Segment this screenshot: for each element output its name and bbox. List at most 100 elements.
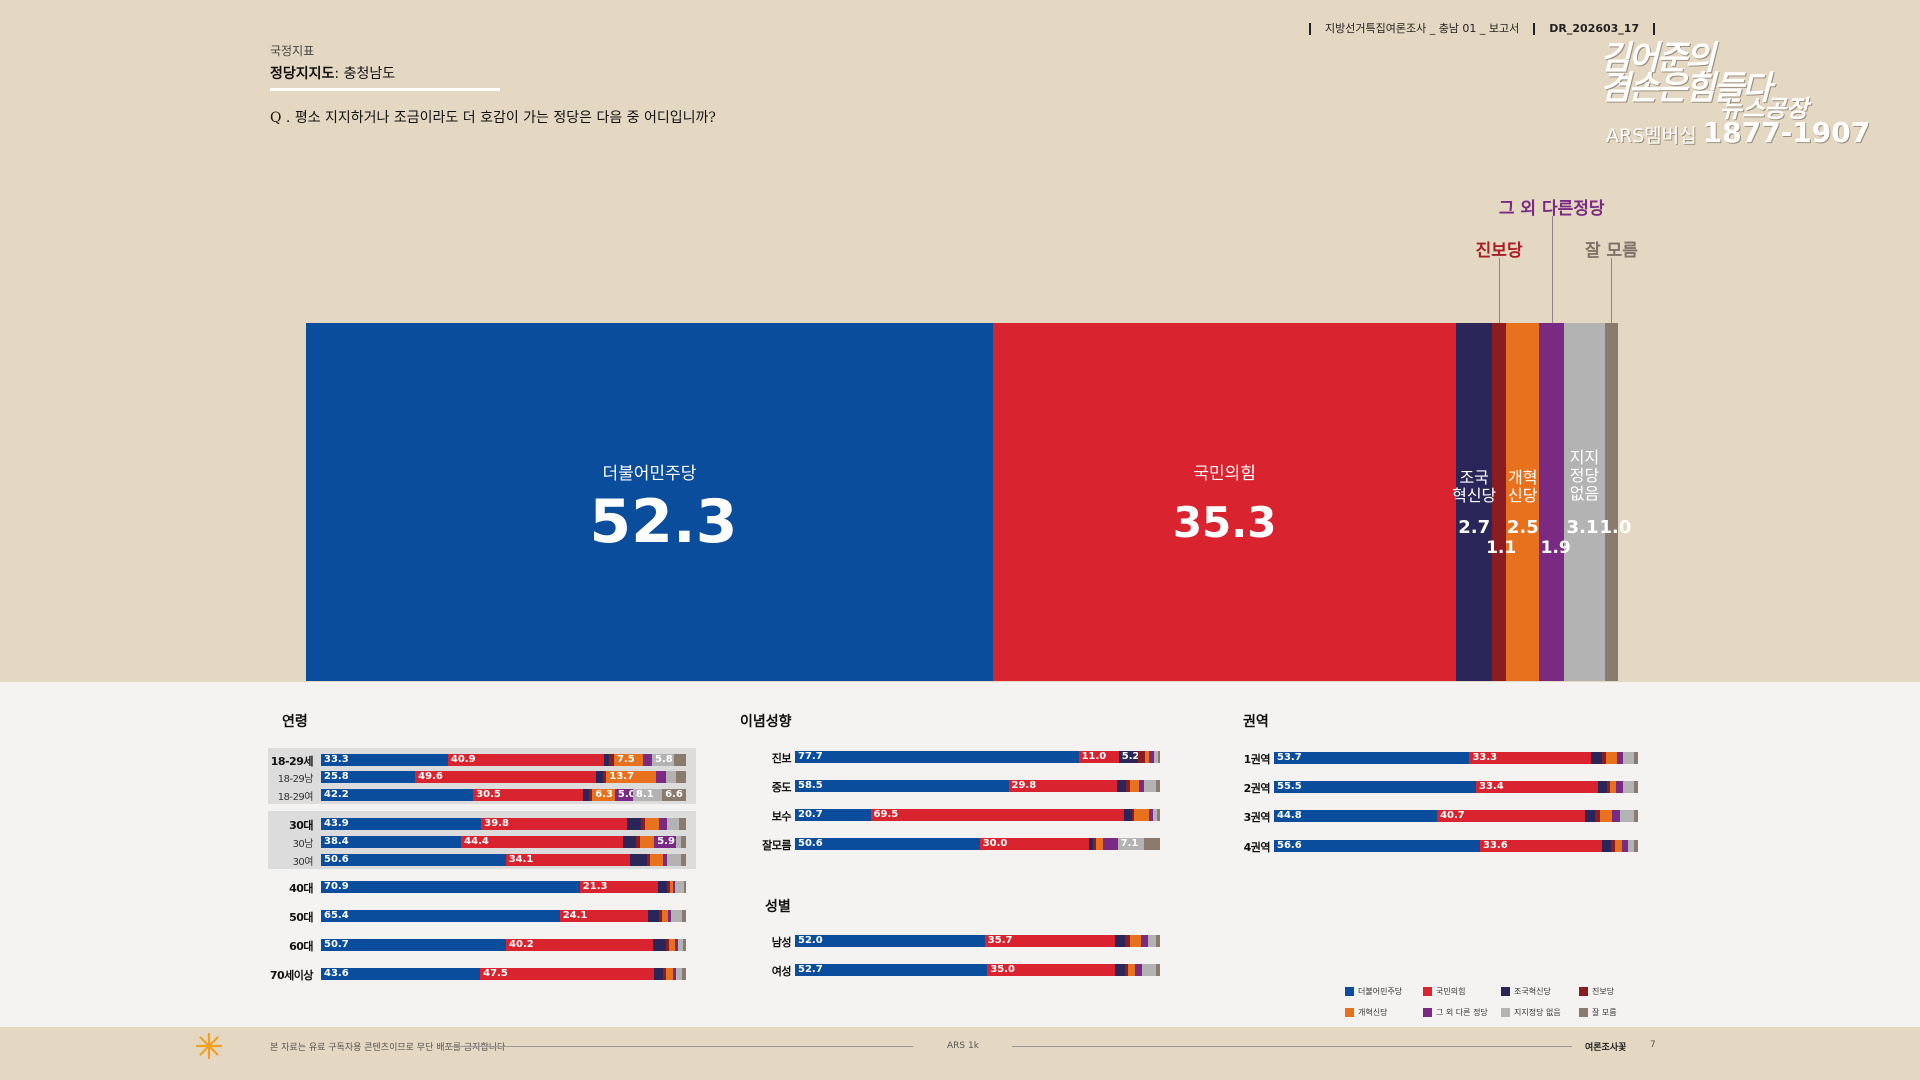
row-segment-none [1628, 840, 1635, 852]
legend-item-ppp: 국민의힘 [1423, 986, 1465, 997]
row-segment-ppp: 49.6 [415, 771, 597, 783]
row-bar-region-3: 56.6 33.6 [1274, 840, 1638, 852]
row-segment-ppp: 33.3 [1469, 752, 1591, 764]
row-label-age-0: 18-29세 [270, 755, 314, 768]
main-bar-segment-gaehyuk [1506, 323, 1540, 681]
legend-item-jokuk: 조국혁신당 [1501, 986, 1551, 997]
row-bar-age-3: 43.9 39.8 [321, 818, 686, 830]
row-value-none: 5.8 [655, 754, 673, 765]
row-segment-jokuk [603, 754, 610, 766]
callout-line-other [1551, 216, 1553, 323]
row-value-ppp: 33.6 [1483, 840, 1508, 851]
row-segment-dem: 65.4 [321, 910, 560, 922]
row-value-ppp: 49.6 [418, 771, 443, 782]
row-segment-dem: 50.6 [321, 854, 506, 866]
row-bar-age-4: 38.4 44.4 5.9 [321, 836, 686, 848]
row-value-dem: 50.7 [324, 939, 349, 950]
row-segment-gaehyuk [669, 939, 675, 951]
row-segment-other [1103, 838, 1118, 850]
row-segment-gaehyuk [1615, 840, 1622, 852]
row-segment-gaehyuk [644, 818, 660, 830]
row-segment-dunno [684, 881, 686, 893]
row-segment-ppp: 30.0 [979, 838, 1090, 850]
legend-item-gaehyuk: 개혁신당 [1345, 1007, 1387, 1018]
row-value-ppp: 30.0 [982, 838, 1008, 849]
row-value-none: 7.1 [1120, 838, 1139, 849]
meta-code: DR_202603_17 [1549, 22, 1640, 35]
row-value-other: 5.9 [657, 836, 675, 847]
row-segment-gaehyuk [670, 881, 674, 893]
row-segment-gaehyuk: 13.7 [606, 771, 657, 783]
row-bar-age-1: 25.8 49.6 13.7 [321, 771, 686, 783]
row-bar-age-0: 33.3 40.9 7.5 5.8 [321, 754, 686, 766]
row-value-dem: 43.9 [324, 818, 349, 829]
legend-label: 조국혁신당 [1514, 987, 1551, 996]
row-segment-other [1141, 935, 1148, 947]
row-segment-gaehyuk [1134, 809, 1150, 821]
row-segment-jinbo [588, 789, 593, 801]
row-segment-other [672, 968, 677, 980]
row-segment-ppp: 33.4 [1476, 781, 1598, 793]
legend-label: 진보당 [1592, 987, 1615, 996]
main-bar-segment-none [1564, 323, 1606, 681]
row-bar-ideology-2: 20.7 69.5 [795, 809, 1160, 821]
row-value-dem: 25.8 [324, 771, 349, 782]
row-segment-other: 5.9 [654, 836, 676, 848]
section-age-title: 연령 [282, 714, 308, 730]
row-label-age-4: 30남 [292, 839, 314, 850]
row-value-ppp: 34.1 [508, 854, 534, 865]
row-segment-ppp: 39.8 [481, 818, 627, 830]
row-segment-other [1139, 780, 1144, 792]
row-bar-region-2: 44.8 40.7 [1274, 810, 1638, 822]
row-segment-dunno [1634, 840, 1638, 852]
row-segment-dunno: 6.6 [662, 789, 686, 801]
row-segment-dem: 77.7 [795, 751, 1079, 763]
main-bar-value-gaehyuk: 2.5 [1506, 517, 1539, 538]
row-segment-none: 5.8 [652, 754, 675, 766]
row-value-dunno: 6.6 [665, 789, 683, 800]
row-segment-jinbo [635, 836, 640, 848]
row-segment-ppp: 40.7 [1437, 810, 1586, 822]
legend-item-dunno: 잘 모름 [1579, 1007, 1617, 1018]
main-bar-segment-jinbo [1491, 323, 1507, 681]
row-segment-other [1621, 840, 1629, 852]
row-segment-other [667, 910, 672, 922]
row-segment-other [1149, 809, 1153, 821]
row-segment-dunno [1156, 935, 1160, 947]
legend-swatch [1423, 1008, 1432, 1017]
meta-separator [1309, 23, 1311, 35]
row-segment-none [1142, 964, 1157, 976]
row-segment-jokuk [652, 939, 666, 951]
program-logo: 김어준의 겸손은힘들다 뉴스공장 ARS멤버십 1877-1907 [1600, 40, 1880, 152]
row-segment-ppp: 11.0 [1078, 751, 1119, 763]
row-label-ideology-1: 중도 [771, 781, 792, 794]
row-segment-dem: 43.9 [321, 818, 482, 830]
title-bold: 정당지지도 [270, 66, 335, 82]
row-value-dem: 50.6 [324, 854, 349, 865]
row-bar-ideology-0: 77.7 11.0 5.2 [795, 751, 1160, 763]
ars-info: ARS멤버십 1877-1907 [1606, 116, 1870, 149]
callout-label-jinbo: 진보당 [1475, 241, 1523, 261]
row-value-dem: 52.0 [798, 935, 823, 946]
row-segment-jokuk [630, 854, 647, 866]
row-segment-jokuk [583, 789, 589, 801]
main-bar-segment-jokuk [1456, 323, 1493, 681]
row-segment-other [659, 818, 667, 830]
row-segment-ppp: 21.3 [579, 881, 658, 893]
row-bar-age-8: 50.7 40.2 [321, 939, 686, 951]
main-bar-segment-dunno [1604, 323, 1619, 681]
row-segment-dem: 50.6 [795, 838, 980, 850]
row-label-age-7: 50대 [289, 911, 313, 924]
row-value-ppp: 40.7 [1440, 810, 1465, 821]
logo-line2: 겸손은힘들다 [1600, 68, 1772, 107]
row-segment-other: 5.0 [614, 789, 636, 801]
row-segment-dunno [682, 910, 686, 922]
row-value-gaehyuk: 13.7 [609, 771, 635, 782]
legend-swatch [1579, 1008, 1588, 1017]
row-segment-jinbo [666, 881, 671, 893]
row-segment-dunno [682, 968, 686, 980]
row-segment-gaehyuk [1599, 810, 1613, 822]
row-segment-dem: 52.0 [795, 935, 985, 947]
row-label-age-2: 18-29여 [277, 792, 314, 803]
row-value-gaehyuk: 6.3 [595, 789, 613, 800]
